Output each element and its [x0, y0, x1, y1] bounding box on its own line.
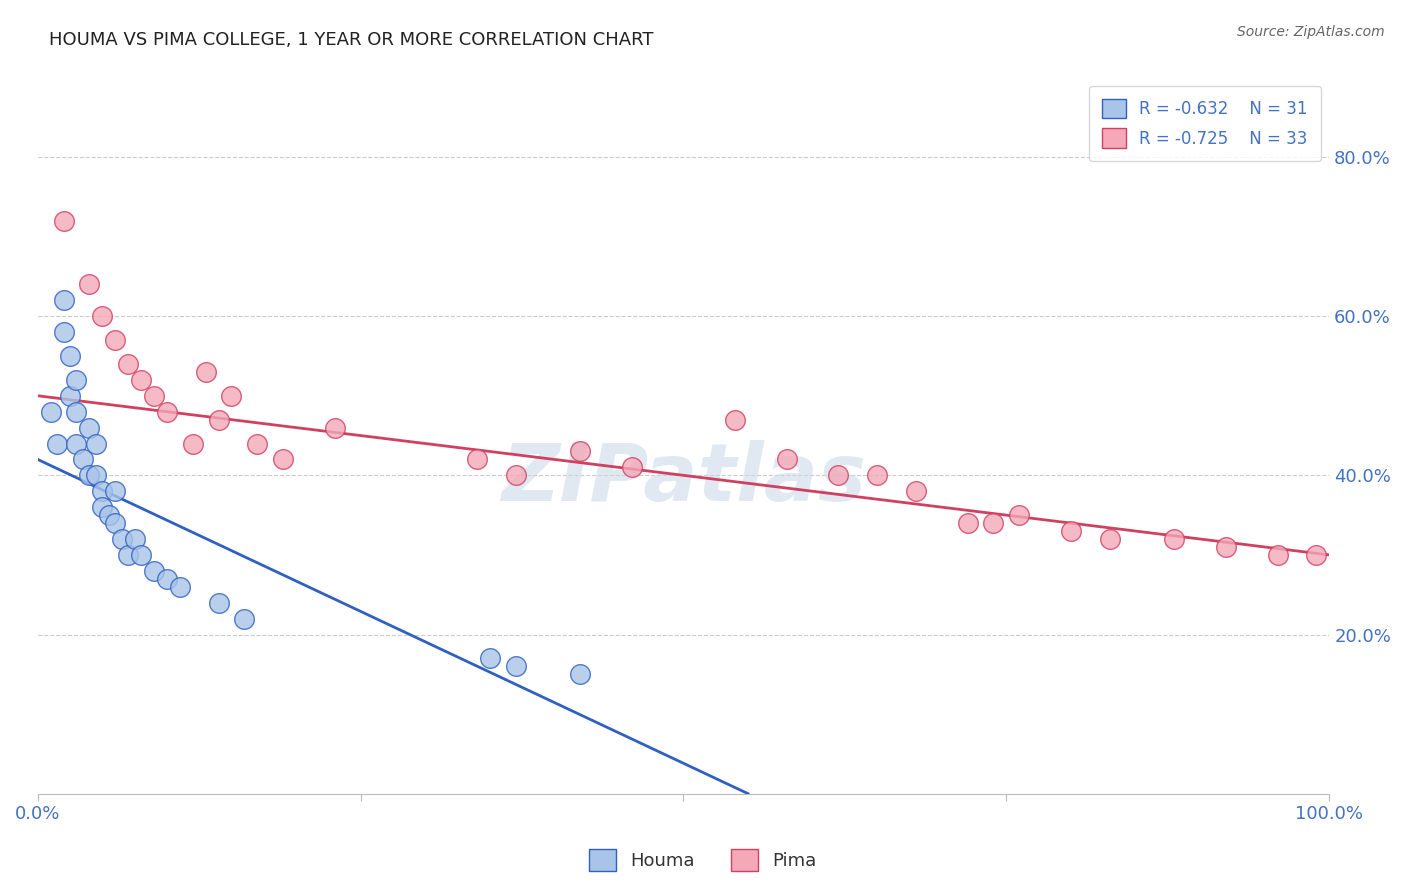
Point: [124, 532, 146, 546]
Point: [156, 572, 179, 586]
Point: [246, 436, 269, 450]
Legend: R = -0.632    N = 31, R = -0.725    N = 33: R = -0.632 N = 31, R = -0.725 N = 33: [1090, 86, 1320, 161]
Point: [79, 468, 101, 483]
Point: [1060, 524, 1083, 538]
Point: [1163, 532, 1185, 546]
Point: [956, 516, 979, 530]
Point: [620, 460, 643, 475]
Point: [221, 389, 243, 403]
Point: [207, 596, 229, 610]
Point: [129, 548, 152, 562]
Point: [65, 405, 87, 419]
Point: [156, 405, 179, 419]
Text: HOUMA VS PIMA COLLEGE, 1 YEAR OR MORE CORRELATION CHART: HOUMA VS PIMA COLLEGE, 1 YEAR OR MORE CO…: [49, 31, 654, 49]
Point: [111, 532, 134, 546]
Point: [1098, 532, 1121, 546]
Point: [84, 436, 107, 450]
Point: [1008, 508, 1031, 523]
Legend: Houma, Pima: Houma, Pima: [582, 842, 824, 879]
Point: [104, 516, 127, 530]
Point: [97, 508, 120, 523]
Point: [65, 373, 87, 387]
Point: [117, 548, 139, 562]
Point: [776, 452, 799, 467]
Text: ZIPatlas: ZIPatlas: [501, 440, 866, 517]
Point: [142, 564, 165, 578]
Point: [724, 412, 747, 426]
Point: [1215, 540, 1237, 554]
Point: [478, 651, 501, 665]
Text: Source: ZipAtlas.com: Source: ZipAtlas.com: [1237, 25, 1385, 39]
Point: [52, 325, 75, 339]
Point: [827, 468, 849, 483]
Point: [983, 516, 1005, 530]
Point: [91, 309, 114, 323]
Point: [91, 484, 114, 499]
Point: [904, 484, 927, 499]
Point: [207, 412, 229, 426]
Point: [181, 436, 204, 450]
Point: [1305, 548, 1327, 562]
Point: [505, 659, 527, 673]
Point: [169, 580, 191, 594]
Point: [323, 420, 346, 434]
Point: [194, 365, 217, 379]
Point: [142, 389, 165, 403]
Point: [65, 436, 87, 450]
Point: [505, 468, 527, 483]
Point: [39, 405, 62, 419]
Point: [52, 293, 75, 308]
Point: [46, 436, 69, 450]
Point: [59, 349, 82, 363]
Point: [84, 468, 107, 483]
Point: [117, 357, 139, 371]
Point: [104, 333, 127, 347]
Point: [52, 213, 75, 227]
Point: [79, 420, 101, 434]
Point: [104, 484, 127, 499]
Point: [91, 500, 114, 515]
Point: [72, 452, 94, 467]
Point: [569, 444, 592, 458]
Point: [233, 611, 256, 625]
Point: [79, 277, 101, 292]
Point: [465, 452, 488, 467]
Point: [129, 373, 152, 387]
Point: [866, 468, 889, 483]
Point: [569, 667, 592, 681]
Point: [1267, 548, 1289, 562]
Point: [271, 452, 294, 467]
Point: [59, 389, 82, 403]
